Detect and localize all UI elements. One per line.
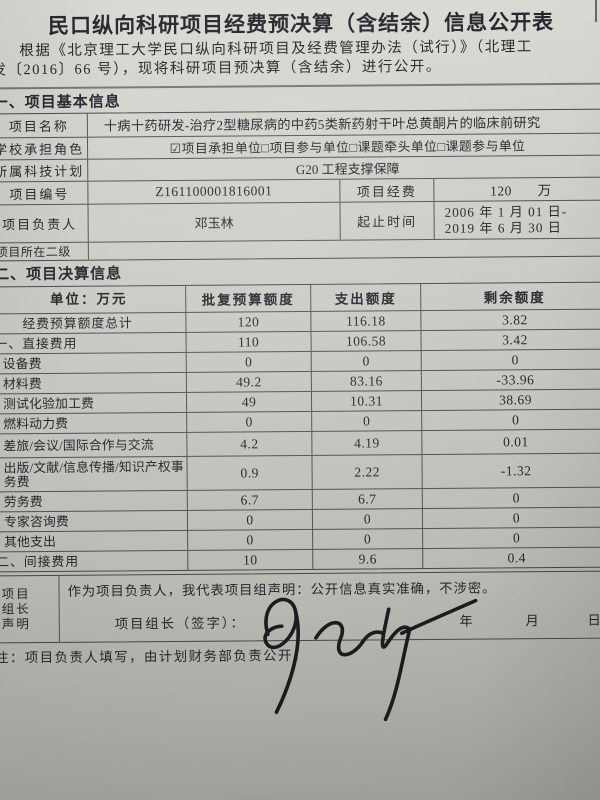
- unit-header: 单位：万元: [0, 285, 187, 314]
- project-name-label: 项目名称: [0, 113, 88, 138]
- declaration-body: 作为项目负责人，我代表项目组声明：公开信息真实准确，不涉密。 项目组长（签字）：…: [59, 572, 600, 722]
- approved-header: 批复预算额度: [186, 284, 312, 312]
- leader-name: 邓玉林: [88, 202, 341, 242]
- table-row: 二、间接费用 10 9.6 0.4: [0, 548, 600, 572]
- row-remaining: -33.96: [496, 371, 535, 387]
- budget-table: 单位：万元 批复预算额度 支出额度 剩余额度 经费预算额度总计 120 116.…: [0, 281, 600, 573]
- row-label: 专家咨询费: [0, 510, 189, 532]
- row-remaining: 0: [512, 489, 520, 505]
- row-label: 出版/文献/信息传播/知识产权事务费: [0, 456, 188, 492]
- row-spent: 0: [312, 411, 423, 431]
- row-spent: 83.16: [311, 371, 422, 391]
- dept-label: 项目所在二级: [0, 242, 89, 261]
- section-heading-budget: 二、项目决算信息: [0, 265, 123, 284]
- row-label: 差旅/会议/国际合作与交流: [0, 432, 188, 458]
- row-spent: 6.7: [312, 489, 423, 509]
- row-approved: 4.2: [187, 431, 313, 456]
- row-spent: 0: [312, 509, 424, 529]
- row-label: 其他支出: [0, 530, 189, 552]
- row-remaining: 3.42: [502, 331, 528, 347]
- row-label: 燃料动力费: [0, 412, 188, 434]
- role-checkbox-options: ☑项目承担单位□项目参与单位□课题牵头单位□课题参与单位: [169, 139, 526, 157]
- row-remaining: 0: [512, 529, 521, 545]
- declaration-label: 项目 组长 声明: [0, 575, 60, 643]
- plan-value: G20 工程支撑保障: [295, 161, 400, 178]
- row-label: 经费预算额度总计: [0, 312, 187, 334]
- role-label: 学校承担角色: [0, 137, 89, 160]
- row-spent: 0: [313, 529, 424, 549]
- intro-paragraph: 根据《北京理工大学民口纵向科研项目及经费管理办法（试行）》（北理工 发〔2016…: [0, 38, 600, 81]
- row-approved: 49.2: [186, 371, 312, 392]
- row-label: 一、直接费用: [0, 332, 187, 354]
- row-remaining: 0: [511, 351, 519, 367]
- declaration-label-line: 项目: [1, 586, 31, 601]
- day-label: 日: [587, 612, 600, 628]
- sign-label: 项目组长（签字）：: [114, 615, 246, 632]
- form-content: 民口纵向科研项目经费预决算（含结余）信息公开表 根据《北京理工大学民口纵向科研项…: [0, 2, 600, 722]
- page-title: 民口纵向科研项目经费预决算（含结余）信息公开表: [47, 9, 555, 38]
- row-remaining: 38.69: [499, 391, 533, 407]
- row-remaining: 0: [512, 411, 520, 427]
- period-value: 2006 年 1 月 01 日- 2019 年 6 月 30 日: [434, 201, 600, 239]
- row-remaining: 3.82: [502, 311, 528, 327]
- row-label: 测试化验加工费: [0, 392, 188, 414]
- row-spent: 116.18: [311, 311, 422, 331]
- signature-row: 项目组长（签字）： 年 月 日: [60, 597, 600, 722]
- footer-note: 注：项目负责人填写，由计划财务部负责公开。: [0, 647, 308, 666]
- project-name-value: 十病十药研发-治疗2型糖尿病的中药5类新药射干叶总黄酮片的临床前研究: [103, 115, 541, 134]
- row-approved: 49: [186, 391, 313, 412]
- row-spent: 9.6: [313, 549, 424, 569]
- row-spent: 0: [311, 351, 422, 371]
- month-label: 月: [525, 613, 539, 629]
- intro-line-2: 发〔2016〕66 号），现将科研项目预决算（含结余）进行公开。: [0, 58, 442, 79]
- row-remaining: 0.4: [507, 549, 527, 565]
- row-approved: 6.7: [187, 489, 313, 510]
- row-spent: 4.19: [312, 431, 423, 455]
- row-label: 劳务费: [0, 490, 188, 512]
- row-approved: 120: [186, 311, 312, 332]
- declaration-label-line: 组长: [1, 601, 31, 616]
- row-approved: 110: [186, 331, 312, 352]
- page-edge-line: [595, 0, 597, 22]
- row-approved: 0: [186, 351, 312, 372]
- period-label: 起止时间: [340, 201, 435, 240]
- plan-label: 所属科技计划: [0, 159, 89, 182]
- row-remaining: 0.01: [502, 433, 529, 449]
- remaining-header: 剩余额度: [483, 290, 546, 306]
- basic-info-table: 项目名称 十病十药研发-治疗2型糖尿病的中药5类新药射干叶总黄酮片的临床前研究 …: [0, 108, 600, 262]
- row-label: 设备费: [0, 352, 187, 374]
- row-spent: 10.31: [311, 391, 423, 411]
- year-label: 年: [459, 613, 473, 629]
- row-remaining: 0: [512, 509, 521, 525]
- table-row: 出版/文献/信息传播/知识产权事务费 0.9 2.22 -1.32: [0, 453, 600, 493]
- project-no-label: 项目编号: [0, 181, 89, 205]
- period-line-1: 2006 年 1 月 01 日-: [444, 203, 568, 220]
- leader-label: 项目负责人: [0, 204, 89, 243]
- row-approved: 0: [187, 411, 313, 432]
- funding-value: 120 万: [490, 183, 552, 199]
- row-approved: 0: [188, 529, 314, 550]
- funding-label: 项目经费: [340, 178, 435, 202]
- row-approved: 10: [188, 549, 314, 570]
- row-spent: 2.22: [312, 455, 423, 489]
- project-no-value: Z161100001816001: [88, 179, 341, 204]
- row-label: 材料费: [0, 372, 187, 394]
- row-approved: 0.9: [187, 455, 313, 490]
- row-approved: 0: [187, 509, 314, 530]
- row-spent: 106.58: [311, 331, 422, 351]
- row-remaining: -1.32: [500, 462, 532, 478]
- declaration-label-line: 声明: [1, 616, 31, 631]
- row-label: 二、间接费用: [0, 550, 189, 572]
- period-line-2: 2019 年 6 月 30 日: [444, 219, 562, 236]
- declaration-statement: 作为项目负责人，我代表项目组声明：公开信息真实准确，不涉密。: [67, 580, 497, 599]
- declaration-box: 项目 组长 声明 作为项目负责人，我代表项目组声明：公开信息真实准确，不涉密。 …: [0, 570, 600, 722]
- table-row: 项目负责人 邓玉林 起止时间 2006 年 1 月 01 日- 2019 年 6…: [0, 200, 600, 244]
- spent-header: 支出额度: [311, 284, 422, 311]
